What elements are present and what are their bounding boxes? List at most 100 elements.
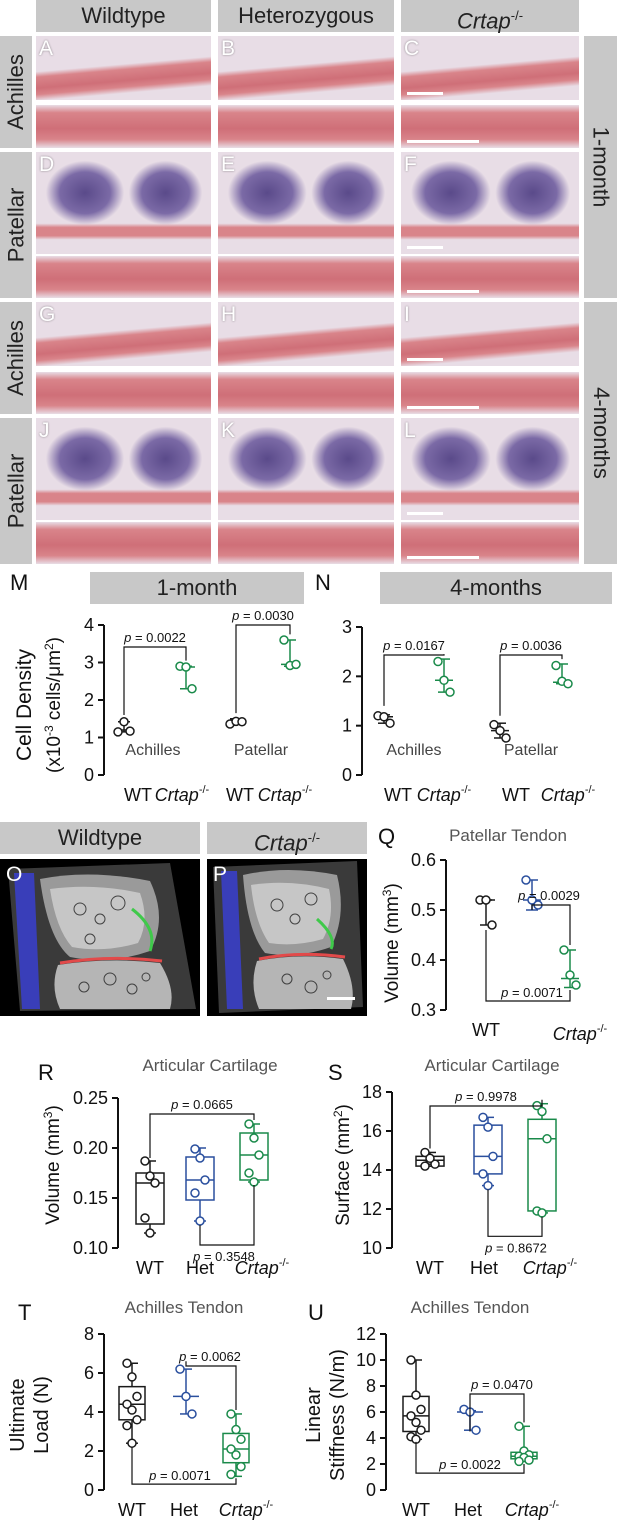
panel-letter-t: T xyxy=(18,1300,32,1325)
panel-t-wt-crtap-bracket xyxy=(131,1447,237,1485)
chart-m: 0 1 2 3 4 p = 0.0022 p = 0.0030 Achilles Patella… xyxy=(84,608,313,805)
histology-joint-section xyxy=(36,418,211,520)
panel-r-xlabel-crtap: Crtap-/- xyxy=(235,1257,290,1278)
panel-t-ytick-label: 8 xyxy=(84,1324,94,1344)
panel-t-ytick-label: 0 xyxy=(84,1480,94,1500)
panel-s-1-point xyxy=(478,1169,488,1179)
panel-n-patellar-pvalue: p = 0.0036 xyxy=(499,638,562,653)
micro-ct-wildtype: O xyxy=(0,859,200,1016)
panel-m-xlabel-crtap-1: Crtap-/- xyxy=(155,784,210,805)
panel-u-ytick-label: 10 xyxy=(356,1350,376,1370)
panel-m-ylabel: Cell Density (x10-3 cells/μm2) xyxy=(0,615,80,795)
panel-q-ylabel: Volume (mm3) xyxy=(378,858,406,1028)
panel-n-0-point xyxy=(385,718,395,728)
panel-u-wt-crtap-bracket xyxy=(415,1441,525,1474)
panel-m-xlabel-wt-2: WT xyxy=(226,785,254,805)
panel-t-0-point xyxy=(122,1420,132,1431)
panel-n-1-point xyxy=(439,675,449,686)
panel-letter-i: I xyxy=(404,303,410,326)
panel-letter-e: E xyxy=(221,153,236,176)
panel-t-0-point xyxy=(127,1405,137,1415)
time-header-4-months: 4-months xyxy=(584,302,617,564)
panel-q-0-point xyxy=(481,895,491,905)
histology-joint-section xyxy=(218,152,394,254)
histology-achilles-section xyxy=(401,36,579,100)
histology-joint-section xyxy=(401,152,579,254)
panel-letter-l: L xyxy=(404,419,416,442)
histology-achilles-section xyxy=(218,36,394,100)
panel-r-wt-crtap-pvalue: p = 0.0665 xyxy=(170,1097,233,1112)
panel-q-ylabel-end: ) xyxy=(382,883,404,890)
panel-t-2-point xyxy=(226,1444,236,1454)
panel-m-group-patellar: Patellar xyxy=(234,742,289,759)
panel-r-ylabel-sup: 3 xyxy=(40,1111,55,1119)
panel-t-2-point xyxy=(231,1450,241,1460)
panel-q-ytick-label: 0.3 xyxy=(411,1000,436,1020)
scale-bar xyxy=(407,512,443,515)
panel-n-2-point xyxy=(489,719,499,730)
panel-letter-s: S xyxy=(328,1060,343,1085)
panel-s-0-point xyxy=(420,1147,430,1158)
panel-u-ytick-label: 6 xyxy=(366,1402,376,1422)
panel-r-0-point xyxy=(140,1213,150,1223)
panel-q-het-crtap-pvalue: p = 0.0029 xyxy=(517,888,580,903)
panel-letter-d: D xyxy=(39,153,55,176)
panel-r-ytick-label: 0.20 xyxy=(73,1138,108,1158)
panel-u-ylabel-inner: Linear Stiffness (N/m) xyxy=(302,1349,350,1481)
panel-n-group-achilles: Achilles xyxy=(386,742,441,759)
panel-t-2-point xyxy=(236,1434,246,1445)
chart-r: 0.10 0.15 0.20 0.25 p = 0.0665 p = 0.3548 WT He… xyxy=(73,1088,290,1278)
panel-s-xlabel-crtap: Crtap-/- xyxy=(523,1257,578,1278)
panel-r-xlabel-het: Het xyxy=(186,1258,214,1278)
panel-m-ytick-label: 0 xyxy=(84,765,94,785)
histology-achilles-section xyxy=(401,302,579,366)
panel-s-het-crtap-pvalue: p = 0.8672 xyxy=(484,1240,547,1255)
panel-m-1-point xyxy=(187,684,197,694)
panel-letter-o: O xyxy=(6,863,23,886)
panel-p-header-text: Crtap xyxy=(253,830,308,856)
panel-t-ytick-label: 4 xyxy=(84,1402,94,1422)
panel-m-0-point xyxy=(125,726,135,736)
panel-s-1-point xyxy=(483,1122,493,1132)
panel-t-2-point xyxy=(226,1469,236,1480)
panel-t-0-point xyxy=(132,1415,142,1425)
row-header-achilles-2: Achilles xyxy=(0,302,32,414)
panel-m-0-point xyxy=(119,717,129,727)
panel-t-2-point xyxy=(226,1409,236,1419)
panel-letter-u: U xyxy=(308,1300,324,1325)
panel-n-2-point xyxy=(501,733,511,743)
panel-m-ylabel-part1: (x10 xyxy=(44,736,66,773)
panel-n-achilles-bracket xyxy=(383,654,445,706)
row-header-patellar-2: Patellar xyxy=(0,418,32,564)
panel-s-0-point xyxy=(430,1159,440,1169)
panel-q-ytick-label: 0.5 xyxy=(411,900,436,920)
panel-u-ylabel-line2: Stiffness (N/m) xyxy=(327,1349,349,1481)
panel-t-1-point xyxy=(181,1391,191,1402)
panel-m-0-point xyxy=(113,727,123,737)
panel-u-ytick-label: 4 xyxy=(366,1428,376,1448)
panel-s-2-point xyxy=(542,1134,552,1144)
col-header-crtap: Crtap-/- xyxy=(401,0,579,33)
panel-s-ylabel-text: Surface (mm xyxy=(333,1117,355,1226)
scale-bar xyxy=(407,92,443,95)
panel-q-title: Patellar Tendon xyxy=(449,826,567,845)
panel-q-wt-crtap-bracket xyxy=(485,930,571,1002)
panel-u-1-point xyxy=(471,1425,481,1435)
panel-s-title: Articular Cartilage xyxy=(424,1056,560,1075)
panel-t-1-point xyxy=(175,1364,185,1374)
scale-bar xyxy=(407,290,479,293)
panel-m-achilles-bracket xyxy=(123,646,187,715)
time-header-1-month: 1-month xyxy=(584,36,617,298)
scale-bar xyxy=(407,358,443,361)
panel-r-ytick-label: 0.10 xyxy=(73,1238,108,1258)
panel-r-2-point xyxy=(244,1119,254,1129)
panel-m-ylabel-line2: (x10-3 cells/μm2) xyxy=(37,637,67,773)
panel-s-xlabel-wt: WT xyxy=(416,1258,444,1278)
panel-q-2-point xyxy=(565,970,575,980)
panel-r-2-point xyxy=(244,1168,254,1178)
panel-m-ytick-label: 3 xyxy=(84,653,94,673)
panel-u-2-point xyxy=(524,1455,534,1465)
panel-t-ytick-label: 6 xyxy=(84,1363,94,1383)
panel-s-ytick-label: 10 xyxy=(362,1238,382,1258)
panel-t-xlabel-crtap: Crtap-/- xyxy=(219,1499,274,1520)
